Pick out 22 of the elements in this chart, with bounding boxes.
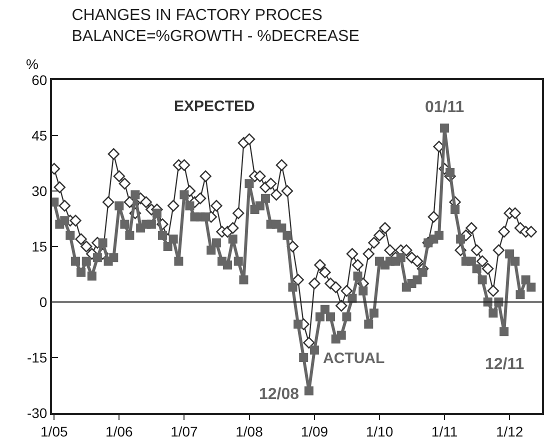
annotation: 12/08 (259, 386, 300, 403)
annotation: 01/11 (425, 99, 464, 116)
series-label: EXPECTED (174, 98, 256, 115)
y-tick-label: 60 (32, 72, 48, 88)
y-tick-label: 0 (39, 294, 48, 310)
series-label: ACTUAL (323, 350, 385, 367)
x-tick-label: 1/05 (40, 424, 68, 440)
x-tick-label: 1/09 (300, 424, 328, 440)
y-tick-label: 45 (32, 127, 48, 144)
chart-title: CHANGES IN FACTORY PROCES BALANCE=%GROWTH - %DECREASE (72, 7, 360, 45)
x-tick-label: 1/10 (366, 424, 394, 440)
annotation: 12/11 (485, 356, 524, 373)
y-tick-label: -30 (26, 404, 48, 421)
x-tick-label: 1/06 (106, 424, 134, 440)
y-axis-title: % (26, 56, 38, 72)
y-tick-label: 30 (32, 182, 48, 199)
x-tick-label: 1/07 (170, 424, 198, 440)
y-tick-label: 15 (32, 238, 48, 254)
x-tick-label: 1/08 (236, 424, 264, 440)
y-tick-label: -15 (26, 349, 48, 366)
x-tick-label: 1/11 (431, 424, 458, 440)
x-tick-label: 1/12 (496, 424, 524, 440)
